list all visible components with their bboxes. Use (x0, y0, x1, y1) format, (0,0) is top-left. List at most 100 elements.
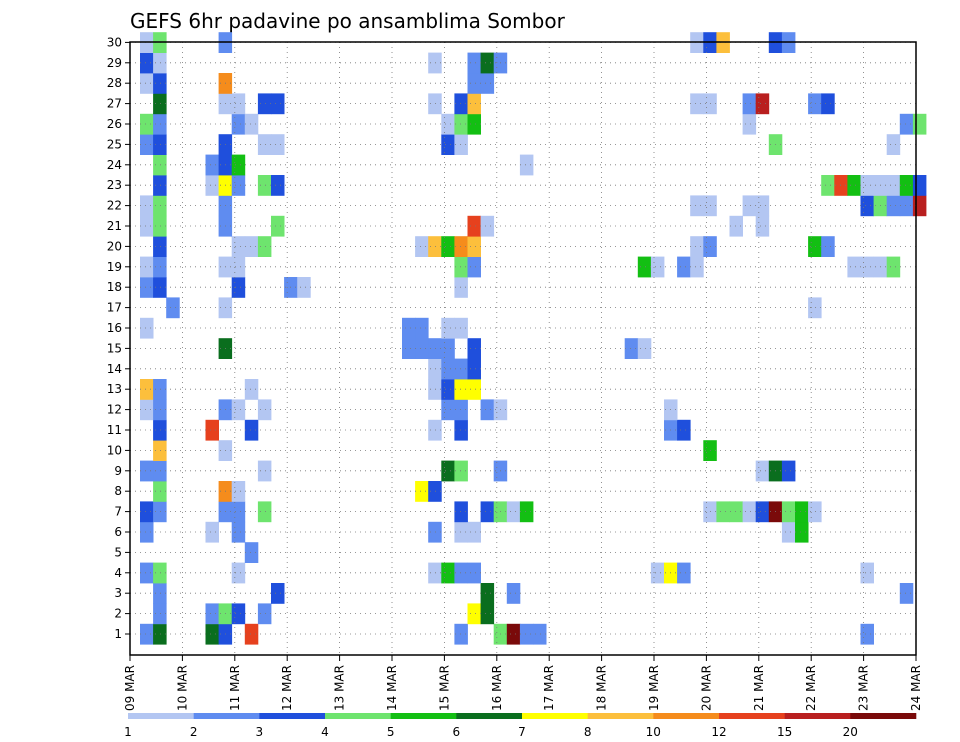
heatmap-cell (467, 603, 481, 625)
heatmap-cell (441, 338, 455, 359)
x-tick-label: 18 MAR (595, 665, 609, 711)
heatmap-cell (140, 73, 154, 94)
heatmap-cell (231, 113, 246, 135)
heatmap-cell (755, 501, 770, 523)
heatmap-cell (729, 501, 743, 523)
heatmap-cell (140, 623, 154, 645)
heatmap-cell (441, 562, 455, 584)
heatmap-cell (415, 317, 429, 339)
heatmap-cell (677, 256, 691, 278)
x-tick-label: 11 MAR (228, 665, 242, 711)
colorbar-label: 2 (190, 725, 198, 739)
heatmap-cell (847, 256, 861, 278)
heatmap-cell (428, 338, 442, 359)
heatmap-cell (821, 93, 835, 115)
y-tick-label: 13 (107, 382, 122, 396)
heatmap-cell (454, 277, 468, 298)
y-tick-label: 28 (107, 76, 122, 90)
heatmap-cell (467, 562, 481, 584)
heatmap-cell (140, 317, 154, 339)
x-axis: 09 MAR 10 MAR 11 MAR 12 MAR 13 MAR 14 MAR 15 M… (123, 655, 923, 711)
colorbar-label: 1 (124, 725, 132, 739)
x-tick-label: 12 MAR (280, 665, 294, 711)
colorbar-label: 8 (584, 725, 592, 739)
heatmap-cell (533, 623, 547, 645)
heatmap-cell (428, 419, 442, 441)
y-tick-label: 5 (114, 545, 122, 559)
heatmap-cell (140, 256, 154, 278)
colorbar-label: 3 (255, 725, 263, 739)
heatmap-cell (153, 256, 167, 278)
heatmap-cell (441, 317, 455, 339)
colorbar-segment (193, 713, 260, 719)
heatmap-cell (140, 52, 154, 74)
heatmap-cell (153, 481, 167, 502)
heatmap-cell (428, 562, 442, 584)
heatmap-cell (454, 256, 468, 278)
x-tick-label: 17 MAR (542, 665, 556, 711)
heatmap-cell (690, 195, 704, 217)
colorbar-label: 5 (387, 725, 395, 739)
heatmap-cell (454, 562, 468, 584)
heatmap-cell (899, 583, 914, 604)
heatmap-cell (428, 52, 442, 74)
heatmap-cell (454, 419, 468, 441)
x-tick-label: 22 MAR (804, 665, 818, 711)
heatmap-cell (244, 623, 259, 645)
x-tick-label: 10 MAR (175, 665, 189, 711)
heatmap-cell (821, 236, 835, 257)
heatmap-cell (480, 501, 495, 523)
y-tick-label: 4 (114, 566, 122, 580)
heatmap-cell (480, 73, 495, 94)
heatmap-cell (834, 175, 848, 196)
heatmap-cell (140, 379, 154, 400)
heatmap-cell (860, 623, 874, 645)
heatmap-cell (271, 134, 285, 155)
heatmap-cell (140, 277, 154, 298)
y-tick-label: 16 (107, 321, 122, 335)
y-tick-label: 21 (107, 219, 122, 233)
y-tick-label: 14 (107, 362, 122, 376)
heatmap-cell (140, 562, 154, 584)
heatmap-cell (257, 460, 272, 482)
heatmap-cell (153, 583, 167, 604)
y-tick-label: 2 (114, 607, 122, 621)
heatmap-cell (140, 521, 154, 543)
y-tick-label: 10 (107, 443, 122, 457)
heatmap-cell (153, 93, 167, 115)
heatmap-cell (729, 215, 743, 237)
heatmap-cell (428, 236, 442, 257)
heatmap-cell (912, 195, 927, 217)
heatmap-cell (690, 236, 704, 257)
heatmap-cell (231, 93, 246, 115)
heatmap-cell (257, 501, 272, 523)
heatmap-cell (480, 603, 495, 625)
heatmap-cell (454, 501, 468, 523)
x-tick-label: 16 MAR (490, 665, 504, 711)
heatmap-cell (624, 338, 639, 359)
heatmap-cell (257, 603, 272, 625)
y-tick-label: 19 (107, 260, 122, 274)
heatmap-cell (140, 195, 154, 217)
colorbar-segment (259, 713, 326, 719)
y-axis: 1234567891011121314151617181920212223242… (107, 35, 130, 641)
heatmap-cells (140, 32, 927, 645)
heatmap-cell (153, 277, 167, 298)
x-tick-label: 19 MAR (647, 665, 661, 711)
x-tick-label: 14 MAR (385, 665, 399, 711)
heatmap-cell (205, 154, 219, 176)
y-tick-label: 26 (107, 117, 122, 131)
heatmap-cell (153, 440, 167, 461)
heatmap-cell (808, 236, 822, 257)
heatmap-cell (231, 501, 246, 523)
heatmap-cell (153, 113, 167, 135)
heatmap-cell (467, 358, 481, 380)
colorbar-segment (456, 713, 523, 719)
heatmap-cell (454, 317, 468, 339)
chart-title: GEFS 6hr padavine po ansamblima Sombor (130, 9, 566, 33)
heatmap-cell (244, 542, 259, 563)
heatmap-cell (153, 195, 167, 217)
heatmap-cell (480, 399, 495, 421)
y-tick-label: 1 (114, 627, 122, 641)
